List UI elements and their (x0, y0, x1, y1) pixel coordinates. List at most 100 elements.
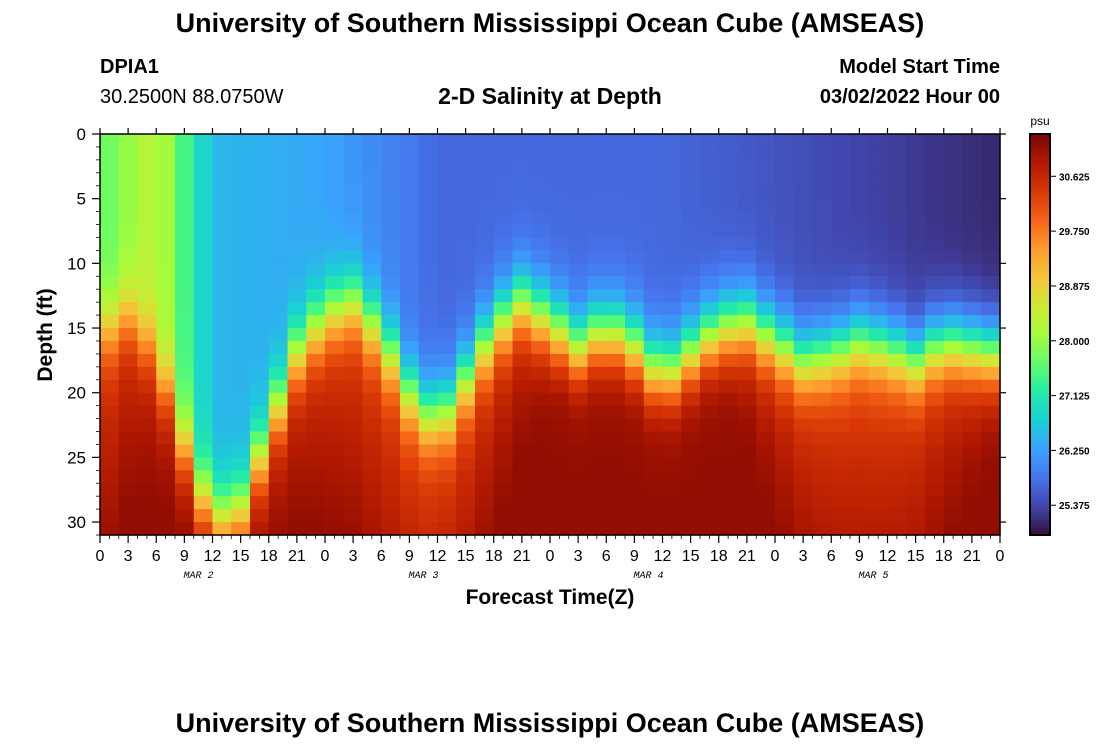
heatmap-cell (306, 457, 326, 471)
heatmap-cell (137, 250, 157, 264)
heatmap-cell (981, 289, 1001, 303)
heatmap-cell (587, 379, 607, 394)
heatmap-cell (775, 237, 795, 252)
heatmap-cell (325, 276, 345, 290)
heatmap-cell (718, 457, 739, 471)
heatmap-cell (231, 431, 251, 446)
heatmap-cell (868, 159, 889, 174)
heatmap-cell (175, 444, 195, 458)
heatmap-cell (268, 263, 289, 277)
heatmap-cell (493, 470, 514, 484)
heatmap-cell (700, 522, 720, 536)
heatmap-cell (475, 353, 495, 368)
heatmap-cell (512, 198, 532, 213)
heatmap-cell (137, 444, 157, 458)
heatmap-cell (137, 146, 157, 161)
heatmap-cell (287, 146, 307, 161)
heatmap-cell (512, 444, 532, 458)
heatmap-cell (812, 405, 832, 420)
heatmap-cell (850, 366, 870, 381)
heatmap-cell (868, 522, 889, 536)
heatmap-cell (118, 496, 139, 510)
heatmap-cell (175, 366, 195, 381)
heatmap-cell (775, 185, 795, 200)
heatmap-cell (981, 522, 1001, 536)
heatmap-cell (775, 509, 795, 523)
heatmap-cell (737, 522, 757, 536)
heatmap-cell (662, 418, 682, 433)
heatmap-cell (662, 134, 682, 148)
heatmap-cell (418, 198, 439, 213)
heatmap-cell (268, 250, 289, 264)
heatmap-cell (868, 457, 889, 471)
heatmap-cell (381, 134, 401, 148)
heatmap-cell (325, 134, 345, 148)
heatmap-cell (943, 172, 964, 187)
heatmap-cell (962, 405, 982, 420)
heatmap-cell (550, 431, 570, 446)
heatmap-cell (418, 509, 439, 523)
heatmap-cell (100, 483, 120, 497)
heatmap-cell (512, 211, 532, 226)
heatmap-cell (475, 198, 495, 213)
heatmap-cell (456, 457, 476, 471)
heatmap-cell (343, 353, 364, 368)
heatmap-cell (475, 134, 495, 148)
heatmap-cell (325, 444, 345, 458)
heatmap-cell (887, 185, 907, 200)
heatmap-cell (681, 457, 701, 471)
heatmap-cell (775, 470, 795, 484)
heatmap-cell (250, 198, 270, 213)
heatmap-cell (943, 185, 964, 200)
colorbar-ticks: 30.62529.75028.87528.00027.12526.25025.3… (1050, 172, 1090, 512)
heatmap-cell (662, 289, 682, 303)
heatmap-cell (193, 263, 214, 277)
heatmap-cell (381, 185, 401, 200)
heatmap-cell (250, 522, 270, 536)
x-tick-label: 6 (377, 548, 386, 565)
colorbar-tick-label: 30.625 (1059, 172, 1090, 183)
heatmap-cell (887, 522, 907, 536)
heatmap-cell (531, 302, 551, 316)
heatmap-cell (868, 276, 889, 290)
y-tick-label: 30 (67, 513, 86, 532)
heatmap-cell (700, 418, 720, 433)
heatmap-cell (850, 444, 870, 458)
heatmap-cell (831, 483, 851, 497)
heatmap-cell (137, 172, 157, 187)
heatmap-cell (868, 237, 889, 252)
heatmap-cell (850, 289, 870, 303)
heatmap-cell (737, 198, 757, 213)
heatmap-cell (643, 522, 664, 536)
heatmap-cell (850, 353, 870, 368)
x-tick-label: 12 (879, 548, 897, 565)
heatmap-cell (812, 185, 832, 200)
heatmap-cell (268, 198, 289, 213)
heatmap-cell (981, 509, 1001, 523)
heatmap-cell (981, 379, 1001, 394)
heatmap-cell (100, 315, 120, 329)
heatmap-cell (812, 470, 832, 484)
model-start-label: Model Start Time (839, 56, 1000, 78)
heatmap-cell (662, 444, 682, 458)
heatmap-cell (887, 250, 907, 264)
heatmap-cell (400, 198, 420, 213)
heatmap-cell (812, 172, 832, 187)
heatmap-cell (625, 470, 645, 484)
x-tick-label: 15 (907, 548, 925, 565)
heatmap-cell (662, 250, 682, 264)
heatmap-cell (625, 185, 645, 200)
heatmap-cell (100, 224, 120, 239)
heatmap-cell (493, 522, 514, 536)
heatmap-cell (212, 198, 232, 213)
heatmap-cell (100, 198, 120, 213)
heatmap-cell (812, 315, 832, 329)
heatmap-cell (981, 431, 1001, 446)
heatmap-cell (137, 159, 157, 174)
heatmap-cell (681, 328, 701, 342)
heatmap-cell (756, 340, 776, 355)
heatmap-cell (175, 353, 195, 368)
heatmap-cell (362, 159, 382, 174)
heatmap-cell (925, 353, 945, 368)
heatmap-cell (643, 276, 664, 290)
